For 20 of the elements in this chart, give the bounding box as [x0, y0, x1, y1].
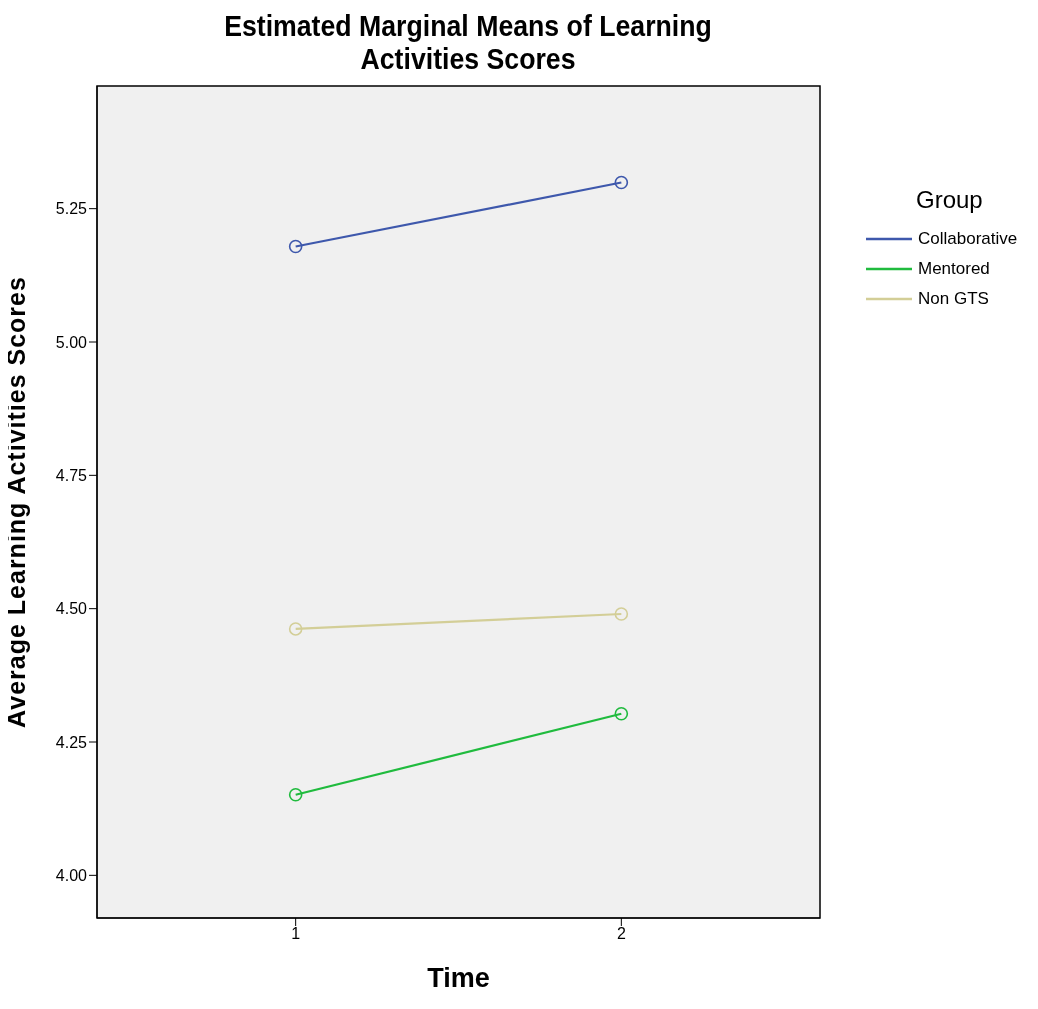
x-tick-label: 1 — [291, 925, 301, 943]
y-tick-label: 4.75 — [55, 467, 88, 485]
y-tick-label: 4.25 — [55, 733, 88, 751]
y-tick-label: 5.00 — [55, 333, 88, 351]
x-tick-label: 2 — [616, 925, 626, 943]
point — [288, 788, 303, 802]
chart-title: Estimated Marginal Means of Learning Activities Scores — [223, 10, 713, 76]
point — [614, 175, 629, 190]
x-axis-title: Time — [427, 963, 490, 994]
y-tick-label: 5.25 — [55, 200, 88, 218]
point — [614, 706, 629, 721]
legend-label: Mentored — [918, 259, 990, 279]
legend-label: Collaborative — [918, 229, 1018, 249]
legend-label: Non GTS — [918, 289, 989, 309]
legend-title: Group — [916, 186, 984, 214]
point — [288, 622, 303, 636]
point — [614, 607, 629, 621]
point — [288, 239, 303, 254]
y-tick-label: 4.00 — [55, 867, 88, 885]
y-tick-label: 4.50 — [55, 600, 88, 618]
